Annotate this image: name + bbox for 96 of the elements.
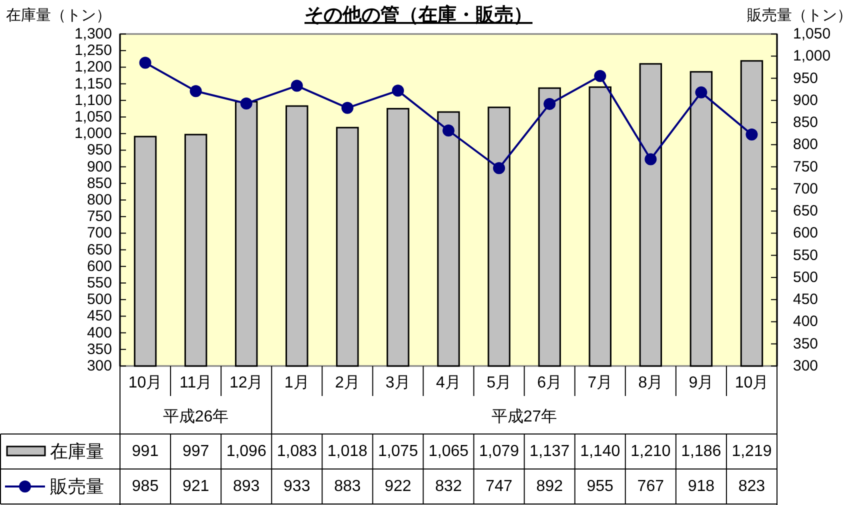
- point: [746, 128, 758, 140]
- data-label: 933: [284, 478, 310, 495]
- point: [493, 162, 506, 174]
- y-tick-label: 300: [86, 358, 112, 374]
- data-label: 832: [435, 478, 462, 495]
- legend-label: 販売量: [50, 476, 104, 496]
- y2-tick-label: 1,000: [793, 48, 831, 65]
- y2-tick-label: 700: [793, 180, 818, 198]
- y2-tick-label: 500: [793, 268, 818, 286]
- y-tick-label: 1,000: [74, 125, 112, 142]
- y2-tick-label: 1,050: [793, 26, 831, 42]
- y-tick-label: 550: [86, 274, 112, 292]
- x-tick-label: 4月: [436, 374, 461, 392]
- data-label: 955: [586, 478, 614, 495]
- y2-tick-label: 350: [793, 335, 818, 352]
- data-label: 1,219: [732, 443, 772, 460]
- y-tick-label: 900: [86, 158, 112, 176]
- y2-tick-label: 300: [793, 358, 818, 374]
- point: [442, 124, 454, 136]
- x-tick-label: 6月: [537, 374, 562, 392]
- x-tick-label: 8月: [638, 374, 664, 392]
- y2-tick-label: 950: [793, 70, 818, 87]
- x-tick-label: 12月: [229, 374, 264, 392]
- data-label: 997: [182, 443, 210, 460]
- point: [341, 102, 354, 114]
- y-tick-label: 800: [86, 192, 112, 208]
- y-tick-label: 400: [86, 324, 112, 342]
- data-label: 892: [536, 478, 564, 495]
- data-label: 1,075: [378, 443, 418, 460]
- y2-axis-title: 販売量（トン）: [747, 7, 852, 24]
- data-label: 1,140: [580, 443, 620, 460]
- point: [290, 80, 303, 92]
- point: [392, 84, 404, 97]
- point: [190, 85, 202, 98]
- data-label: 1,137: [530, 443, 570, 460]
- x-tick-label: 1月: [284, 374, 310, 392]
- y2-tick-label: 900: [793, 92, 818, 109]
- data-label: 918: [688, 478, 715, 495]
- data-label: 1,096: [226, 443, 266, 460]
- legend-label: 在庫量: [50, 442, 104, 462]
- x-tick-label: 5月: [486, 374, 512, 392]
- y-tick-label: 1,200: [74, 58, 112, 76]
- x-tick-label: 10月: [128, 374, 162, 392]
- point: [695, 86, 708, 98]
- data-label: 1,186: [681, 443, 722, 460]
- x-tick-label: 7月: [588, 374, 613, 392]
- data-label: 823: [738, 478, 766, 495]
- y-tick-label: 450: [86, 308, 112, 325]
- point: [240, 98, 252, 110]
- data-label: 985: [132, 478, 159, 495]
- data-label: 883: [334, 478, 361, 495]
- data-label: 1,083: [276, 443, 317, 460]
- x-tick-label: 11月: [180, 374, 212, 392]
- data-label: 1,065: [428, 443, 469, 460]
- y2-tick-label: 850: [793, 114, 818, 132]
- chart-title: その他の管（在庫・販売）: [304, 4, 532, 26]
- y-tick-label: 850: [86, 174, 112, 192]
- point: [594, 70, 606, 82]
- x-tick-label: 2月: [334, 374, 360, 392]
- x-tick-label: 9月: [688, 374, 714, 392]
- text: 平成26年: [162, 408, 229, 426]
- y2-tick-label: 550: [793, 246, 818, 264]
- y2-tick-label: 600: [793, 224, 818, 242]
- y2-tick-label: 650: [793, 202, 818, 220]
- data-label: 747: [486, 478, 512, 495]
- data-label: 922: [384, 478, 412, 495]
- y-tick-label: 1,150: [74, 75, 112, 92]
- y-tick-label: 950: [86, 142, 112, 159]
- y-tick-label: 1,300: [74, 26, 112, 42]
- data-label: 991: [132, 443, 159, 460]
- y2-tick-label: 450: [793, 291, 818, 308]
- data-label: 1,018: [327, 443, 368, 460]
- y-tick-label: 600: [86, 258, 112, 275]
- point: [544, 98, 556, 110]
- y-tick-label: 750: [86, 208, 112, 226]
- data-label: 767: [637, 478, 664, 495]
- y-tick-label: 1,100: [74, 92, 112, 109]
- text: 平成27年: [491, 408, 558, 426]
- x-tick-label: 10月: [734, 374, 769, 392]
- data-label: 921: [182, 478, 210, 495]
- y-tick-label: 500: [86, 291, 112, 308]
- y-tick-label: 350: [86, 340, 112, 358]
- y-axis-title: 在庫量（トン）: [6, 7, 111, 24]
- data-label: 1,210: [630, 443, 671, 460]
- point: [139, 56, 152, 69]
- y2-tick-label: 750: [793, 158, 818, 176]
- data-label: 893: [232, 478, 260, 495]
- x-tick-label: 3月: [386, 374, 410, 392]
- y-tick-label: 1,050: [74, 108, 112, 126]
- y-tick-label: 650: [86, 241, 112, 258]
- y-tick-label: 700: [86, 224, 112, 242]
- y2-tick-label: 800: [793, 136, 818, 154]
- y-tick-label: 1,250: [74, 42, 112, 60]
- point: [644, 153, 657, 166]
- y2-tick-label: 400: [793, 313, 818, 330]
- data-label: 1,079: [479, 443, 520, 460]
